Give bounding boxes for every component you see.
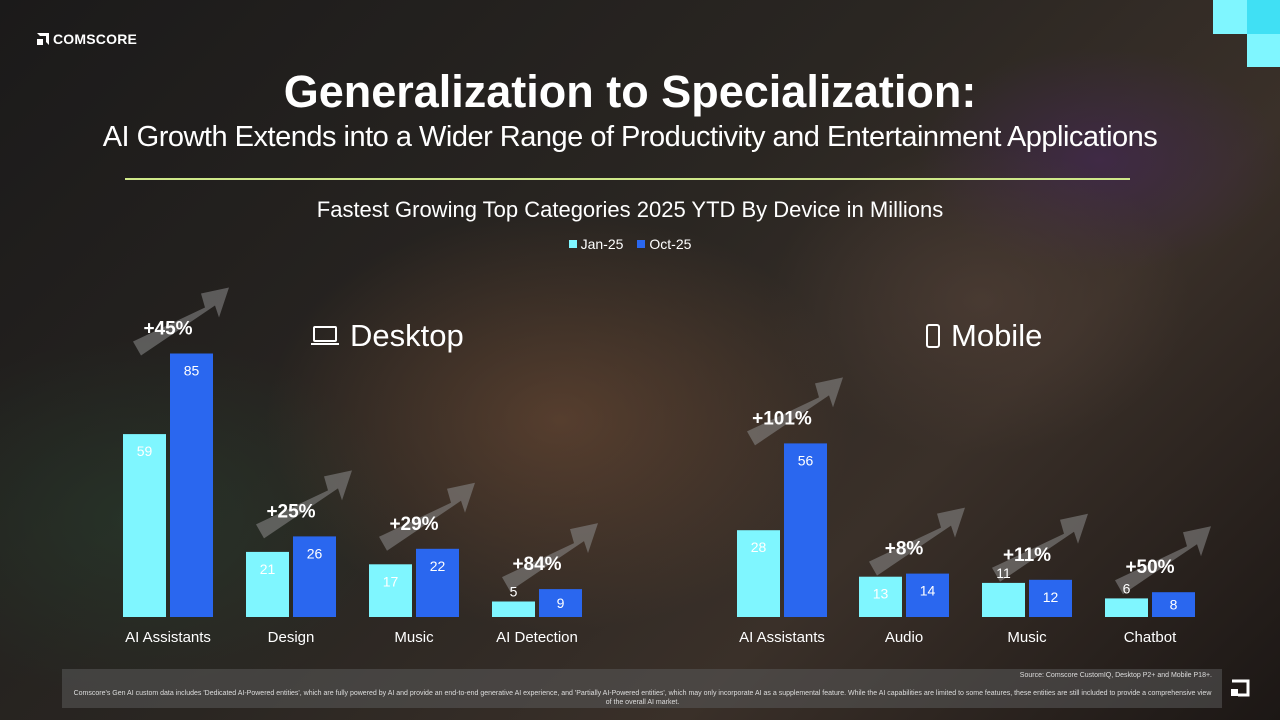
- growth-label: +11%: [1003, 545, 1051, 566]
- bar-value-oct: 12: [1043, 589, 1059, 605]
- comscore-mark-icon: [1231, 679, 1250, 697]
- growth-arrow-icon: [992, 513, 1088, 582]
- footnote-panel: [62, 669, 1222, 708]
- bar-value-oct: 8: [1170, 597, 1178, 613]
- legend-item-jan: Jan-25: [568, 236, 624, 252]
- bar-jan: [369, 564, 412, 617]
- growth-arrow-icon: [502, 523, 598, 592]
- bar-oct: [170, 353, 213, 617]
- growth-arrow-icon: [869, 507, 965, 576]
- brand-name: COMSCORE: [53, 31, 138, 47]
- section-label: Desktop: [350, 318, 464, 353]
- bar-jan: [492, 601, 535, 617]
- growth-label: +45%: [143, 319, 192, 340]
- decor-square: [1213, 0, 1247, 34]
- bar-jan: [859, 576, 902, 617]
- category-label: Audio: [885, 629, 923, 646]
- mobile-phone-icon: [926, 324, 940, 348]
- bar-oct: [784, 443, 827, 617]
- category-label: AI Assistants: [125, 629, 211, 646]
- bar-value-jan: 5: [510, 584, 518, 600]
- growth-label: +101%: [752, 408, 812, 429]
- category-label: AI Detection: [496, 629, 578, 646]
- bar-value-oct: 85: [184, 363, 200, 379]
- growth-arrow-icon: [747, 377, 843, 446]
- legend-swatch: [637, 240, 646, 248]
- laptop-icon: [311, 326, 339, 345]
- bar-value-oct: 56: [798, 452, 814, 468]
- bar-value-jan: 11: [996, 565, 1011, 581]
- category-label: Music: [1007, 629, 1047, 646]
- footnote: Comscore's Gen AI custom data includes '…: [73, 690, 1212, 706]
- growth-arrow-icon: [133, 287, 229, 356]
- bar-value-jan: 59: [137, 443, 153, 459]
- category-label: Chatbot: [1124, 629, 1177, 646]
- bar-oct: [1152, 592, 1195, 617]
- category-label: AI Assistants: [739, 629, 825, 646]
- bar-oct: [1029, 579, 1072, 617]
- growth-label: +50%: [1125, 557, 1174, 578]
- growth-label: +29%: [389, 514, 438, 535]
- chart-title: Fastest Growing Top Categories 2025 YTD …: [316, 197, 944, 222]
- bar-jan: [246, 551, 289, 617]
- bar-value-jan: 28: [751, 539, 767, 555]
- bar-jan: [1105, 598, 1148, 617]
- growth-arrow-icon: [1115, 526, 1211, 595]
- legend-item-oct: Oct-25: [637, 236, 691, 252]
- page-subtitle: AI Growth Extends into a Wider Range of …: [102, 121, 1158, 153]
- section-label: Mobile: [951, 318, 1043, 353]
- bar-oct: [906, 573, 949, 617]
- bar-value-oct: 9: [557, 595, 565, 611]
- bar-value-jan: 21: [260, 561, 276, 577]
- bar-value-jan: 6: [1123, 580, 1131, 596]
- bar-value-oct: 26: [307, 545, 323, 561]
- divider: [125, 178, 1130, 180]
- comscore-logo: COMSCORE: [37, 31, 137, 47]
- legend-swatch: [568, 240, 577, 248]
- bar-value-jan: 13: [873, 586, 889, 602]
- section-mobile: Mobile: [925, 318, 1042, 354]
- bar-oct: [416, 548, 459, 617]
- bar-jan: [982, 582, 1025, 617]
- page-title: Generalization to Specialization:: [283, 66, 977, 117]
- bar-value-jan: 17: [383, 573, 399, 589]
- source-note: Source: Comscore CustomIQ, Desktop P2+ a…: [1019, 672, 1212, 679]
- growth-arrow-icon: [256, 470, 352, 539]
- legend-label: Jan-25: [580, 236, 624, 252]
- bar-jan: [737, 530, 780, 617]
- bar-value-oct: 14: [920, 583, 936, 599]
- decor-square: [1247, 0, 1280, 34]
- growth-label: +25%: [266, 501, 315, 522]
- growth-label: +8%: [885, 539, 924, 560]
- chart-legend: Jan-25 Oct-25: [0, 236, 1260, 252]
- bar-oct: [293, 536, 336, 617]
- growth-arrow-icon: [379, 482, 475, 551]
- comscore-logo-icon: [37, 33, 49, 45]
- decor-square: [1247, 34, 1280, 67]
- category-label: Design: [268, 629, 315, 646]
- growth-label: +84%: [512, 554, 561, 575]
- section-desktop: Desktop: [310, 318, 464, 354]
- bar-jan: [123, 434, 166, 617]
- legend-label: Oct-25: [649, 236, 692, 252]
- bar-oct: [539, 589, 582, 617]
- bar-value-oct: 22: [430, 558, 446, 574]
- category-label: Music: [394, 629, 434, 646]
